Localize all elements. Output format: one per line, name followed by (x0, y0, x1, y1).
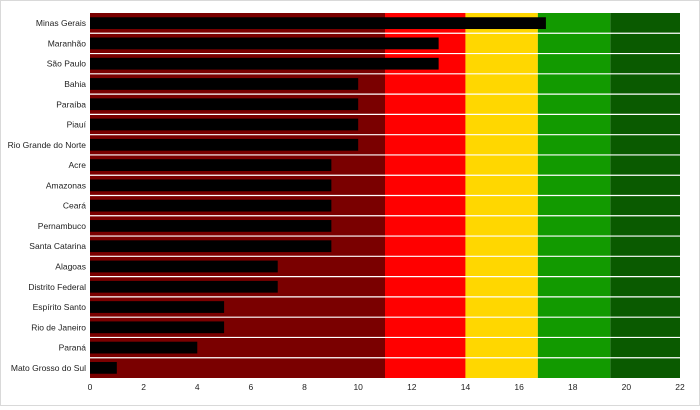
y-tick-label: Acre (69, 160, 87, 170)
y-tick-label: Amazonas (46, 180, 86, 190)
bar (90, 17, 546, 30)
bar (90, 280, 278, 293)
x-tick-label: 16 (514, 382, 524, 392)
bars (90, 17, 546, 374)
x-tick-label: 4 (195, 382, 200, 392)
x-tick-label: 18 (568, 382, 578, 392)
bar (90, 98, 359, 111)
x-tick-label: 6 (249, 382, 254, 392)
y-tick-label: Minas Gerais (36, 18, 86, 28)
y-tick-label: São Paulo (47, 59, 86, 69)
y-tick-label: Mato Grosso do Sul (11, 363, 86, 373)
y-tick-label: Rio Grande do Norte (8, 140, 87, 150)
y-tick-label: Santa Catarina (29, 241, 86, 251)
y-tick-label: Ceará (63, 201, 86, 211)
x-tick-label: 10 (353, 382, 363, 392)
bar (90, 138, 359, 151)
y-tick-label: Alagoas (55, 261, 86, 271)
x-tick-label: 14 (461, 382, 471, 392)
y-tick-label: Rio de Janeiro (31, 322, 86, 332)
y-axis-labels: Minas Gerais Maranhão São Paulo Bahia Paraíb… (8, 18, 87, 373)
y-tick-label: Paraná (59, 343, 87, 353)
x-tick-label: 8 (302, 382, 307, 392)
bar (90, 321, 225, 334)
bar (90, 240, 332, 253)
bar (90, 199, 332, 212)
bar (90, 301, 225, 313)
y-tick-label: Paraíba (56, 99, 86, 109)
y-tick-label: Pernambuco (38, 221, 86, 231)
x-tick-label: 20 (622, 382, 632, 392)
x-axis-labels: 0 2 4 6 8 10 12 14 16 18 20 22 (88, 382, 685, 392)
bar (90, 57, 439, 70)
x-tick-label: 0 (88, 382, 93, 392)
bar (90, 260, 278, 273)
bar (90, 37, 439, 50)
bar (90, 361, 117, 374)
y-tick-label: Maranhão (48, 38, 87, 48)
y-tick-label: Bahia (64, 79, 86, 89)
y-tick-label: Espírito Santo (33, 302, 87, 312)
bar (90, 341, 198, 354)
x-tick-label: 22 (675, 382, 685, 392)
x-tick-label: 2 (141, 382, 146, 392)
bar (90, 179, 332, 192)
row-separators (90, 32, 680, 359)
bar (90, 118, 359, 131)
y-tick-label: Distrito Federal (28, 282, 86, 292)
bar (90, 220, 332, 232)
x-tick-label: 12 (407, 382, 417, 392)
y-tick-label: Piauí (67, 120, 87, 130)
bar (90, 78, 359, 90)
bar (90, 159, 332, 171)
